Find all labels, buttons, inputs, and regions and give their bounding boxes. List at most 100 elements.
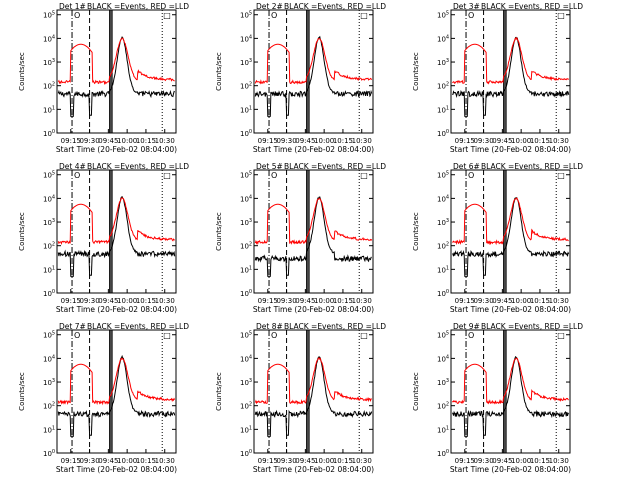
x-tick-label: 10:30 [352, 457, 372, 465]
chart-title-legend: BLACK =Events, RED =LLD [481, 322, 583, 331]
x-tick-label: 09:15 [455, 297, 475, 305]
x-tick-label: 09:30 [79, 457, 99, 465]
x-tick-label: 09:15 [258, 457, 278, 465]
plot-frame [56, 169, 177, 294]
series-events-line [57, 195, 176, 277]
x-tick-label: 09:45 [492, 457, 512, 465]
x-tick-label: 09:45 [295, 457, 315, 465]
chart-title-prefix: Det 9# [453, 322, 480, 331]
time-marker-box: □ [163, 11, 171, 20]
series-events-line [452, 197, 570, 277]
y-axis-label: Counts/sec [18, 372, 26, 411]
y-tick-label: 105 [437, 171, 449, 180]
y-tick-label: 103 [43, 218, 55, 227]
y-tick-label: 101 [240, 265, 252, 274]
x-axis-label: Start Time (20-Feb-02 08:04:00) [56, 305, 177, 314]
chart-panel-5: 10010110210310410509:1509:3009:4510:0010… [215, 162, 386, 314]
x-tick-label: 10:00 [117, 457, 137, 465]
series-lld-line [452, 197, 569, 246]
y-tick-label: 104 [437, 194, 449, 203]
x-axis-label: Start Time (20-Feb-02 08:04:00) [253, 145, 374, 154]
time-marker-circle: O [271, 171, 277, 180]
y-tick-label: 104 [240, 194, 252, 203]
series-events-line [254, 196, 372, 277]
series-events-line [57, 36, 176, 117]
chart-title-legend: BLACK =Events, RED =LLD [481, 2, 583, 11]
series-events-line [254, 356, 373, 437]
y-tick-label: 100 [43, 449, 55, 458]
series-lld-line [451, 357, 569, 405]
y-tick-label: 101 [437, 265, 449, 274]
x-tick-label: 09:45 [295, 137, 315, 145]
y-tick-label: 103 [43, 58, 55, 67]
y-tick-label: 105 [43, 171, 55, 180]
series-events-line [254, 35, 373, 117]
chart-panel-4: 10010110210310410509:1509:3009:4510:0010… [18, 162, 189, 314]
chart-panel-8: 10010110210310410509:1509:3009:4510:0010… [215, 322, 386, 474]
y-tick-label: 105 [43, 331, 55, 340]
x-tick-label: 10:30 [155, 297, 175, 305]
x-axis-label: Start Time (20-Feb-02 08:04:00) [450, 145, 571, 154]
plot-frame [253, 329, 374, 454]
x-tick-label: 09:30 [276, 137, 296, 145]
time-marker-box: □ [557, 331, 565, 340]
y-tick-label: 105 [437, 331, 449, 340]
time-marker-circle: O [271, 11, 277, 20]
time-marker-box: □ [360, 171, 368, 180]
y-tick-label: 103 [43, 378, 55, 387]
x-axis-label: Start Time (20-Feb-02 08:04:00) [450, 305, 571, 314]
y-tick-label: 103 [437, 378, 449, 387]
chart-panel-6: 10010110210310410509:1509:3009:4510:0010… [412, 162, 583, 314]
y-axis-label: Counts/sec [18, 212, 26, 251]
series-events-line [451, 355, 570, 437]
y-tick-label: 100 [240, 449, 252, 458]
x-tick-label: 09:30 [79, 297, 99, 305]
time-marker-circle: O [74, 11, 80, 20]
x-tick-label: 09:45 [295, 297, 315, 305]
x-tick-label: 09:45 [98, 457, 118, 465]
y-tick-label: 100 [240, 289, 252, 298]
x-tick-label: 09:15 [455, 457, 475, 465]
x-tick-label: 10:00 [314, 457, 334, 465]
time-marker-box: □ [557, 171, 565, 180]
x-axis-label: Start Time (20-Feb-02 08:04:00) [253, 465, 374, 474]
x-tick-label: 09:30 [473, 457, 493, 465]
y-tick-label: 105 [240, 171, 252, 180]
chart-panel-1: 10010110210310410509:1509:3009:4510:0010… [18, 2, 189, 154]
chart-title-legend: BLACK =Events, RED =LLD [87, 162, 189, 171]
plot-frame [253, 9, 374, 134]
x-tick-label: 09:45 [492, 137, 512, 145]
chart-title-legend: BLACK =Events, RED =LLD [481, 162, 583, 171]
y-tick-label: 105 [437, 11, 449, 20]
y-tick-label: 102 [240, 82, 252, 91]
chart-title-prefix: Det 3# [453, 2, 480, 11]
y-tick-label: 105 [43, 11, 55, 20]
x-tick-label: 10:30 [549, 297, 569, 305]
y-tick-label: 103 [240, 58, 252, 67]
y-tick-label: 101 [240, 105, 252, 114]
chart-title-prefix: Det 1# [59, 2, 86, 11]
time-marker-circle: O [468, 331, 474, 340]
chart-title-legend: BLACK =Events, RED =LLD [284, 322, 386, 331]
x-axis-label: Start Time (20-Feb-02 08:04:00) [56, 145, 177, 154]
x-tick-label: 10:15 [136, 457, 156, 465]
x-tick-label: 10:30 [155, 457, 175, 465]
y-tick-label: 101 [437, 425, 449, 434]
x-axis-label: Start Time (20-Feb-02 08:04:00) [450, 465, 571, 474]
x-tick-label: 09:30 [473, 297, 493, 305]
x-tick-label: 10:30 [549, 457, 569, 465]
x-tick-label: 10:30 [155, 137, 175, 145]
y-tick-label: 102 [437, 82, 449, 91]
x-tick-label: 10:00 [314, 137, 334, 145]
series-events-line [57, 354, 176, 437]
y-tick-label: 102 [437, 242, 449, 251]
x-tick-label: 10:00 [314, 297, 334, 305]
x-axis-label: Start Time (20-Feb-02 08:04:00) [253, 305, 374, 314]
chart-title-prefix: Det 5# [256, 162, 283, 171]
x-tick-label: 10:00 [511, 297, 531, 305]
chart-panel-2: 10010110210310410509:1509:3009:4510:0010… [215, 2, 386, 154]
plot-frame [450, 169, 571, 294]
y-tick-label: 102 [437, 402, 449, 411]
x-tick-label: 09:45 [492, 297, 512, 305]
